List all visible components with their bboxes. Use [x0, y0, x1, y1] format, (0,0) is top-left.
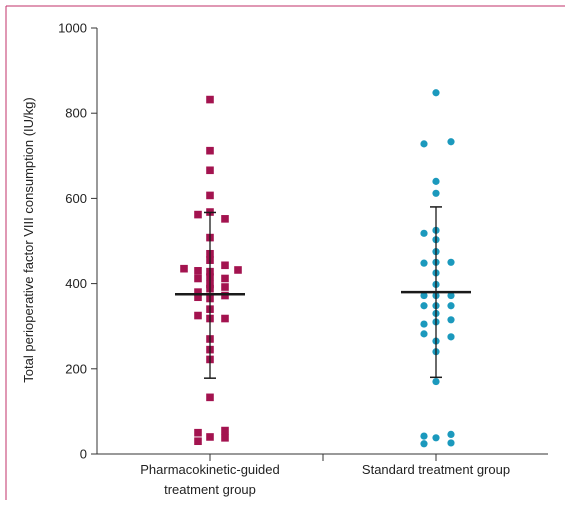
- data-point-square: [221, 283, 229, 291]
- data-point-circle: [420, 302, 428, 310]
- data-point-circle: [432, 89, 440, 97]
- data-point-square: [194, 210, 202, 219]
- y-tick-label: 0: [80, 447, 87, 462]
- y-tick-label: 1000: [58, 21, 87, 36]
- data-point-square: [221, 314, 229, 323]
- data-point-circle: [447, 138, 455, 146]
- data-point-square: [206, 95, 214, 104]
- y-tick-label: 200: [65, 361, 87, 376]
- y-tick-label: 400: [65, 276, 87, 291]
- data-point-circle: [447, 333, 455, 341]
- data-point-square: [221, 261, 229, 270]
- data-point-square: [221, 274, 229, 283]
- data-point-circle: [432, 189, 440, 197]
- mean-sd-bars: [175, 206, 471, 379]
- data-point-circle: [420, 291, 428, 300]
- data-point-square: [194, 437, 202, 446]
- data-point-circle: [420, 229, 428, 237]
- data-point-circle: [447, 302, 455, 310]
- y-axis-label: Total perioperative factor VIII consumpt…: [21, 97, 36, 382]
- data-point-circle: [420, 140, 428, 148]
- data-point-square: [221, 215, 229, 223]
- x-axis-tick-labels: Pharmacokinetic-guided treatment group Sta…: [140, 462, 510, 497]
- data-point-square: [206, 433, 214, 441]
- y-tick-label: 800: [65, 106, 87, 121]
- x-tick-label: Standard treatment group: [362, 462, 510, 477]
- data-point-square: [194, 274, 202, 283]
- data-point-circle: [447, 316, 455, 324]
- data-point-square: [221, 291, 229, 300]
- data-point-square: [194, 428, 202, 437]
- data-point-circle: [432, 377, 440, 386]
- data-point-square: [194, 311, 202, 320]
- data-point-square: [206, 191, 214, 200]
- data-point-circle: [420, 259, 428, 267]
- x-tick-label: treatment group: [164, 482, 256, 497]
- data-point-square: [206, 393, 214, 402]
- data-point-circle: [420, 432, 428, 440]
- data-point-square: [221, 426, 229, 435]
- data-point-square: [221, 434, 229, 442]
- data-point-circle: [420, 320, 428, 328]
- data-point-square: [234, 266, 242, 274]
- data-points: [180, 89, 455, 448]
- x-tick-label: Pharmacokinetic-guided: [140, 462, 279, 477]
- data-point-circle: [447, 430, 455, 439]
- data-point-square: [194, 288, 202, 296]
- data-point-circle: [447, 258, 455, 266]
- data-point-circle: [420, 330, 428, 338]
- data-point-square: [180, 264, 188, 273]
- y-axis-ticks: 0 200 400 600 800 1000: [58, 21, 97, 462]
- data-point-circle: [420, 440, 428, 448]
- data-point-square: [206, 146, 214, 155]
- data-point-circle: [447, 291, 455, 300]
- data-point-square: [206, 166, 214, 175]
- data-point-square: [194, 293, 202, 302]
- data-point-circle: [432, 434, 440, 442]
- data-point-circle: [447, 439, 455, 447]
- data-point-square: [194, 267, 202, 275]
- y-tick-label: 600: [65, 191, 87, 206]
- data-point-circle: [432, 177, 440, 185]
